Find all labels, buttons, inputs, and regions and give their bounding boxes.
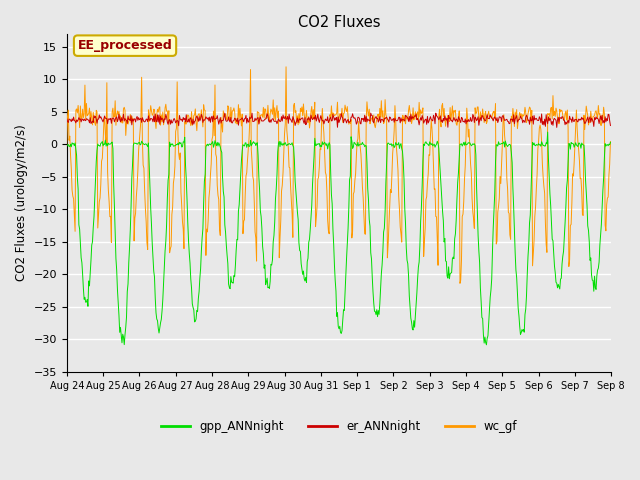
Legend: gpp_ANNnight, er_ANNnight, wc_gf: gpp_ANNnight, er_ANNnight, wc_gf	[156, 415, 522, 438]
Y-axis label: CO2 Fluxes (urology/m2/s): CO2 Fluxes (urology/m2/s)	[15, 125, 28, 281]
Title: CO2 Fluxes: CO2 Fluxes	[298, 15, 380, 30]
Text: EE_processed: EE_processed	[77, 39, 172, 52]
